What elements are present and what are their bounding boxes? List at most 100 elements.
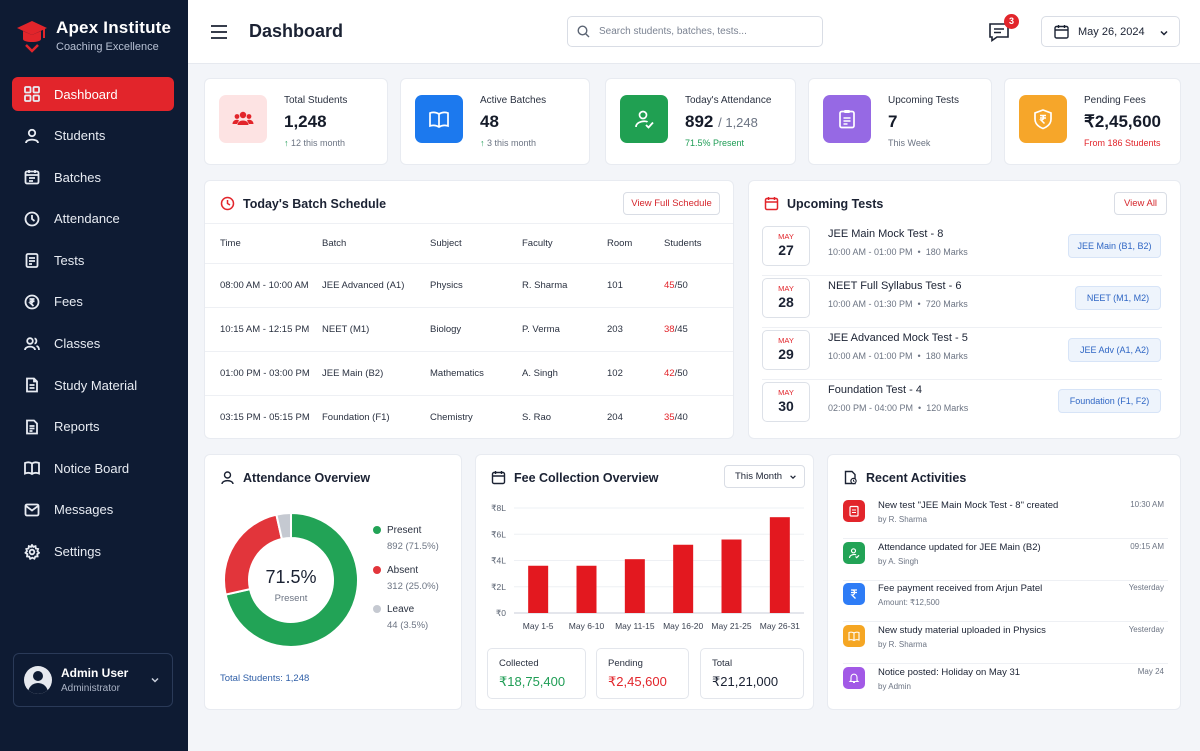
stat-card-upcoming-tests[interactable]: Upcoming Tests 7 This Week <box>808 78 992 165</box>
view-all-tests-button[interactable]: View All <box>1114 192 1167 215</box>
students-present: 38 <box>664 324 675 335</box>
donut-center-label: Present <box>274 593 308 604</box>
clipboard-icon <box>25 253 39 269</box>
test-batch-tag[interactable]: JEE Adv (A1, A2) <box>1068 338 1161 362</box>
test-list-item[interactable]: MAY 28 NEET Full Syllabus Test - 6 10:00 … <box>762 278 1162 328</box>
activity-icon-box <box>843 667 865 689</box>
fee-total-value: ₹21,21,000 <box>712 674 779 689</box>
activity-document-icon <box>844 470 857 485</box>
activity-item[interactable]: Notice posted: Holiday on May 31 by Admi… <box>843 664 1168 706</box>
user-menu[interactable]: Admin User Administrator <box>13 653 173 707</box>
table-row[interactable]: 10:15 AM - 12:15 PM NEET (M1) Biology P.… <box>205 307 733 352</box>
stat-card-total-students[interactable]: Total Students 1,248 ↑ 12 this month <box>204 78 388 165</box>
test-time: 02:00 PM - 04:00 PM <box>828 403 914 413</box>
book-open-icon <box>429 111 449 129</box>
sidebar-item-students[interactable]: Students <box>12 119 174 153</box>
total-students-footer[interactable]: Total Students: 1,248 <box>220 673 310 684</box>
fee-bar[interactable] <box>673 544 694 613</box>
activity-time: 10:30 AM <box>1130 500 1164 509</box>
stat-value: 1,248 <box>284 112 327 131</box>
test-meta: 10:00 AM - 01:00 PM • 180 Marks <box>828 351 968 361</box>
cell-subject: Physics <box>430 263 522 308</box>
cell-students: 35/40 <box>664 395 733 440</box>
column-header: Batch <box>322 238 347 249</box>
test-marks: 120 Marks <box>926 403 969 413</box>
sidebar-item-study-material[interactable]: Study Material <box>12 368 174 402</box>
brand[interactable]: Apex Institute Coaching Excellence <box>16 18 171 54</box>
sidebar-item-attendance[interactable]: Attendance <box>12 202 174 236</box>
view-full-schedule-button[interactable]: View Full Schedule <box>623 192 720 215</box>
test-batch-tag[interactable]: NEET (M1, M2) <box>1075 286 1161 310</box>
sidebar-item-fees[interactable]: Fees <box>12 285 174 319</box>
donut-slice-leave[interactable] <box>275 511 292 541</box>
search-input[interactable] <box>599 26 799 37</box>
sidebar-item-batches[interactable]: Batches <box>12 160 174 194</box>
activity-time: Yesterday <box>1128 625 1164 634</box>
test-date-box: MAY 29 <box>762 330 810 370</box>
y-tick-label: ₹8L <box>491 503 506 513</box>
attendance-present: 892 <box>685 112 714 131</box>
activity-by: by Admin <box>878 682 911 691</box>
sidebar-item-reports[interactable]: Reports <box>12 410 174 444</box>
test-list-item[interactable]: MAY 30 Foundation Test - 4 02:00 PM - 04:… <box>762 382 1162 432</box>
cell-batch: JEE Main (B2) <box>322 351 430 396</box>
attendance-donut-chart[interactable] <box>221 508 361 652</box>
test-list-item[interactable]: MAY 27 JEE Main Mock Test - 8 10:00 AM - … <box>762 226 1162 276</box>
cell-time: 08:00 AM - 10:00 AM <box>205 263 322 308</box>
stat-card-pending-fees[interactable]: Pending Fees ₹2,45,600 From 186 Students <box>1004 78 1181 165</box>
rupee-circle-icon <box>24 294 40 310</box>
sidebar-item-tests[interactable]: Tests <box>12 243 174 277</box>
fees-stat-icon-box <box>1019 95 1067 143</box>
fee-collection-card: Fee Collection Overview This Month ₹0 ₹2L… <box>475 454 814 710</box>
test-marks: 180 Marks <box>925 247 968 257</box>
fee-pending-label: Pending <box>608 658 643 669</box>
date-label: May 26, 2024 <box>1078 25 1145 38</box>
test-batch-tag[interactable]: JEE Main (B1, B2) <box>1068 234 1161 258</box>
test-list-item[interactable]: MAY 29 JEE Advanced Mock Test - 5 10:00 A… <box>762 330 1162 380</box>
cell-students: 42/50 <box>664 351 733 396</box>
stat-card-active-batches[interactable]: Active Batches 48 ↑ 3 this month <box>400 78 590 165</box>
sidebar-item-label: Tests <box>54 252 85 268</box>
test-batch-tag[interactable]: Foundation (F1, F2) <box>1058 389 1161 413</box>
fee-bar[interactable] <box>624 559 645 613</box>
fee-pending-box: Pending ₹2,45,600 <box>596 648 689 699</box>
activity-item[interactable]: New study material uploaded in Physics b… <box>843 622 1168 664</box>
attendance-overview-title: Attendance Overview <box>243 470 371 485</box>
students-total: /50 <box>674 280 688 291</box>
sidebar-item-label: Classes <box>54 336 101 352</box>
fee-bar[interactable] <box>528 565 549 613</box>
legend-item-leave: Leave 44 (3.5%) <box>373 604 428 631</box>
sidebar-item-classes[interactable]: Classes <box>12 327 174 361</box>
activity-item[interactable]: New test "JEE Main Mock Test - 8" create… <box>843 497 1168 539</box>
column-header: Time <box>220 238 241 249</box>
activity-by: by R. Sharma <box>878 515 927 524</box>
fee-bar[interactable] <box>721 539 742 614</box>
fee-bar[interactable] <box>576 565 597 613</box>
sidebar-item-messages[interactable]: Messages <box>12 493 174 527</box>
legend-item-absent: Absent 312 (25.0%) <box>373 565 439 592</box>
fee-bar[interactable] <box>769 517 790 613</box>
test-meta: 10:00 AM - 01:00 PM • 180 Marks <box>828 247 968 257</box>
period-dropdown[interactable]: This Month <box>724 465 805 488</box>
stat-trend-text: 71.5% Present <box>685 138 745 148</box>
sidebar-item-settings[interactable]: Settings <box>12 535 174 569</box>
attendance-total: / 1,248 <box>718 115 758 130</box>
test-date-box: MAY 30 <box>762 382 810 422</box>
avatar <box>24 666 52 694</box>
column-header: Room <box>607 238 633 249</box>
activity-item[interactable]: Fee payment received from Arjun Patel Am… <box>843 580 1168 622</box>
activity-item[interactable]: Attendance updated for JEE Main (B2) by … <box>843 539 1168 581</box>
arrow-up-icon: ↑ <box>480 138 485 148</box>
donut-slice-present[interactable] <box>224 511 359 648</box>
stat-card-attendance[interactable]: Today's Attendance 892 / 1,248 71.5% Pre… <box>605 78 796 165</box>
date-picker[interactable]: May 26, 2024 <box>1041 16 1180 47</box>
hamburger-menu-icon[interactable] <box>210 24 228 40</box>
table-row[interactable]: 01:00 PM - 03:00 PM JEE Main (B2) Mathem… <box>205 351 733 396</box>
search-box[interactable] <box>567 16 823 47</box>
sidebar-item-dashboard[interactable]: Dashboard <box>12 77 174 111</box>
book-icon <box>24 461 40 476</box>
table-row[interactable]: 03:15 PM - 05:15 PM Foundation (F1) Chem… <box>205 395 733 440</box>
activity-by: by R. Sharma <box>878 640 927 649</box>
table-row[interactable]: 08:00 AM - 10:00 AM JEE Advanced (A1) Ph… <box>205 263 733 308</box>
sidebar-item-notice-board[interactable]: Notice Board <box>12 451 174 485</box>
